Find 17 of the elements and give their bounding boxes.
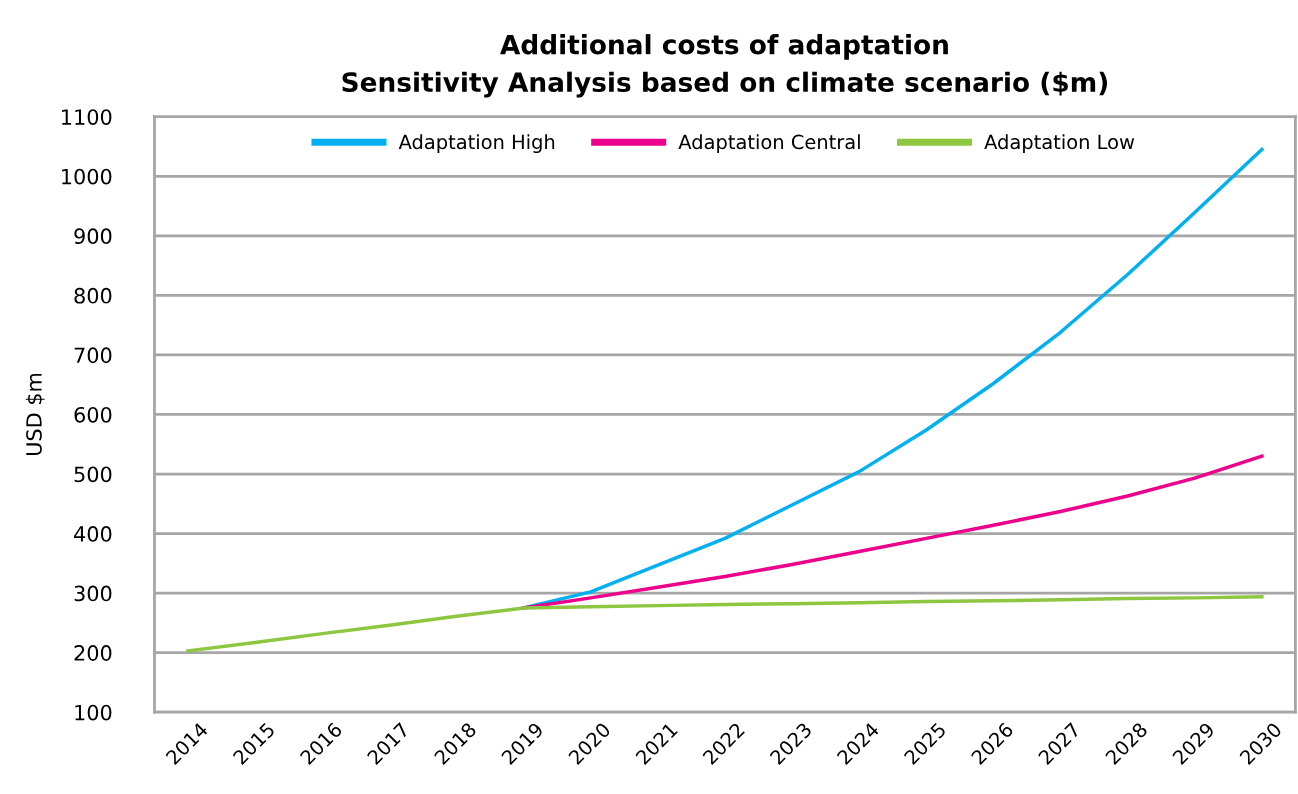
y-axis-title: USD $m bbox=[25, 373, 45, 455]
y-tick-label: 100 bbox=[75, 704, 112, 721]
y-tick-label: 300 bbox=[74, 585, 112, 602]
y-tick-label: 700 bbox=[74, 347, 112, 364]
y-tick-label: 1000 bbox=[62, 168, 112, 185]
y-tick-label: 800 bbox=[74, 287, 112, 304]
y-tick-label: 900 bbox=[74, 228, 112, 245]
y-tick-label: 1100 bbox=[62, 109, 112, 125]
legend-label: Adaptation Central bbox=[678, 134, 860, 154]
legend-label: Adaptation High bbox=[398, 134, 555, 154]
y-tick-label: 600 bbox=[74, 406, 112, 423]
chart-title: Additional costs of adaptation Sensitivity Analysis based on climate scenario ($m) bbox=[342, 34, 1108, 98]
y-tick-label: 400 bbox=[74, 526, 112, 542]
line-series bbox=[186, 594, 1264, 653]
legend-label: Adaptation Low bbox=[984, 134, 1135, 154]
y-tick-label: 500 bbox=[74, 466, 112, 483]
y-tick-label: 200 bbox=[74, 645, 112, 661]
